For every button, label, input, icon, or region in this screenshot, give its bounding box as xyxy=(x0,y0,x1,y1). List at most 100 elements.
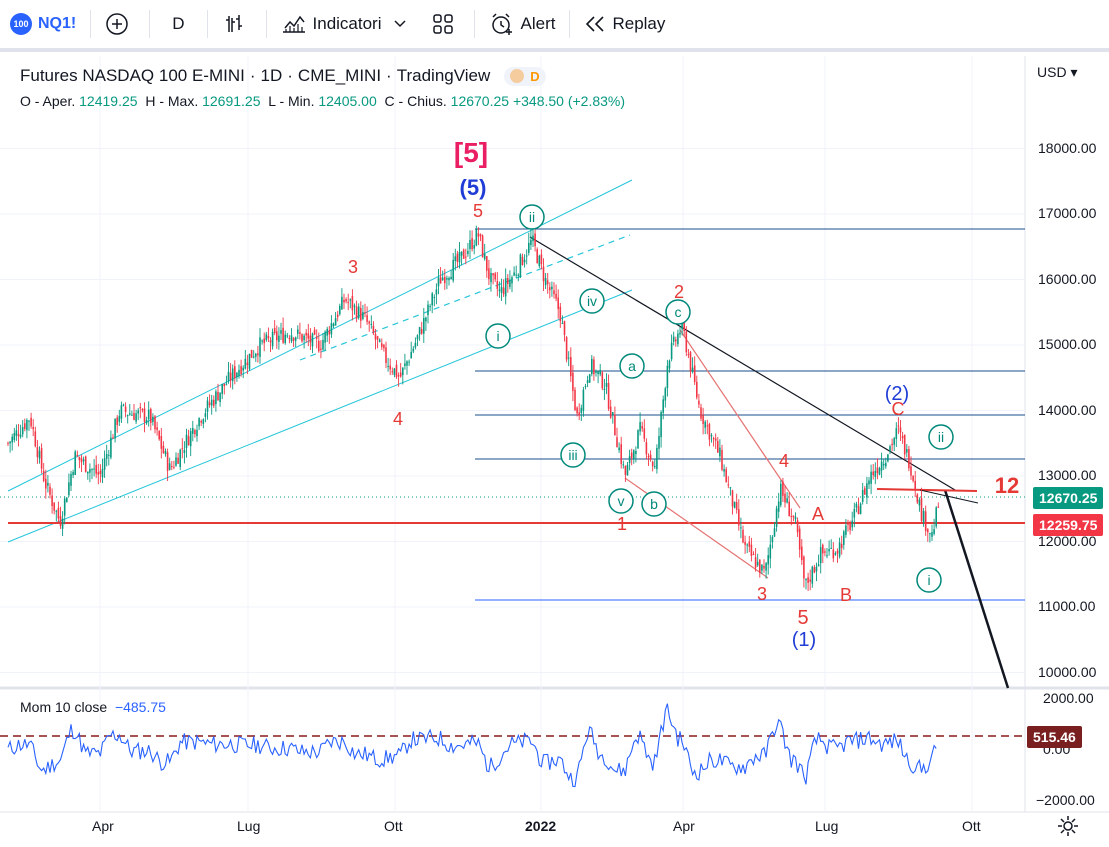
candle-body xyxy=(427,304,429,316)
candle xyxy=(9,440,11,453)
candle xyxy=(336,310,339,322)
candle-body xyxy=(551,286,553,290)
candle xyxy=(536,247,538,264)
candle xyxy=(500,278,503,301)
candle-body xyxy=(561,322,564,324)
layouts-button[interactable] xyxy=(422,0,470,50)
candle xyxy=(242,365,244,379)
candle-body xyxy=(572,372,574,391)
wave-circle xyxy=(485,323,511,349)
candle-body xyxy=(643,428,646,439)
candle xyxy=(494,271,496,282)
candle xyxy=(698,393,700,409)
candle-body xyxy=(929,533,931,535)
candle-body xyxy=(366,315,368,322)
candle xyxy=(194,428,196,438)
candle-body xyxy=(666,365,669,389)
candle-body xyxy=(624,465,627,475)
candle-body xyxy=(441,277,444,281)
candle-body xyxy=(515,274,517,276)
candle-body xyxy=(255,353,257,357)
indicators-button[interactable]: Indicatori xyxy=(271,0,422,50)
category-letter: D xyxy=(530,68,540,84)
candle xyxy=(851,511,853,531)
candle-body xyxy=(530,239,532,246)
chart-drawings xyxy=(0,179,1025,689)
candle xyxy=(223,383,226,395)
candle-body xyxy=(492,273,494,276)
candle-body xyxy=(429,306,431,308)
candle-body xyxy=(702,415,704,424)
candle xyxy=(927,528,929,542)
candle xyxy=(87,471,89,480)
candle xyxy=(412,346,415,354)
candle xyxy=(45,469,47,499)
candle-body xyxy=(280,330,282,334)
candle xyxy=(868,477,870,489)
candle xyxy=(912,475,914,483)
candle xyxy=(723,464,725,477)
candle-body xyxy=(263,338,265,344)
candle xyxy=(11,433,13,451)
category-pill[interactable]: D xyxy=(504,66,546,86)
candle xyxy=(122,403,125,407)
candle-body xyxy=(777,501,780,512)
candle xyxy=(664,386,667,408)
candle xyxy=(637,429,639,449)
chart-type-button[interactable] xyxy=(212,0,262,50)
candle-body xyxy=(437,277,440,287)
candle xyxy=(591,354,593,377)
candle xyxy=(849,520,851,535)
candle-body xyxy=(742,529,744,543)
compare-button[interactable] xyxy=(95,0,145,50)
candle-body xyxy=(231,368,234,382)
candle xyxy=(507,274,509,293)
candle xyxy=(204,408,207,423)
candle-body xyxy=(80,458,83,463)
candle-body xyxy=(748,541,751,547)
candle xyxy=(519,253,522,279)
candle xyxy=(620,436,622,469)
top-toolbar: 100 NQ1! D Indicatori xyxy=(0,0,1109,52)
candle-body xyxy=(645,442,648,455)
candle-body xyxy=(626,464,629,476)
candle xyxy=(889,444,891,455)
open-label: O - Aper. xyxy=(20,93,76,109)
symbol-search[interactable]: 100 NQ1! xyxy=(0,0,86,50)
candle xyxy=(301,333,303,343)
candle xyxy=(433,294,436,307)
candle-body xyxy=(603,388,606,391)
candle xyxy=(765,561,767,579)
candle-body xyxy=(851,520,853,528)
wave-label-paren-2: (2) xyxy=(885,383,909,405)
candle-body xyxy=(383,344,385,349)
candle xyxy=(649,450,652,462)
candle-body xyxy=(549,287,551,291)
chart-area[interactable]: [5] (5) 5 3 4 ii i iv iii v a b c 2 1 3 4 5 (1) A B C (2) ii i 12 xyxy=(0,56,1109,847)
replay-button[interactable]: Replay xyxy=(574,0,675,50)
candle xyxy=(82,456,85,465)
candle-body xyxy=(418,327,421,335)
price-scale-label: 16000.00 xyxy=(1038,270,1097,287)
wave-label-paren-1: (1) xyxy=(792,629,816,651)
currency-selector[interactable]: USD ▾ xyxy=(1037,64,1077,81)
candle xyxy=(145,416,148,425)
candle xyxy=(357,303,360,320)
line-price-tag: 12259.75 xyxy=(1033,514,1104,536)
candle-body xyxy=(809,579,811,582)
candle xyxy=(32,419,34,437)
candle xyxy=(511,275,513,293)
candle xyxy=(693,356,696,385)
indicator-legend[interactable]: Mom 10 close −485.75 xyxy=(20,699,166,715)
wave-circle xyxy=(928,424,954,450)
alert-button[interactable]: Alert xyxy=(479,0,566,50)
candle xyxy=(118,409,121,426)
settings-gear-icon[interactable] xyxy=(1057,815,1079,842)
candle-body xyxy=(200,420,202,423)
interval-button[interactable]: D xyxy=(154,0,202,50)
candle-body xyxy=(838,542,841,557)
candle-body xyxy=(40,448,43,469)
candle-body xyxy=(397,375,400,377)
